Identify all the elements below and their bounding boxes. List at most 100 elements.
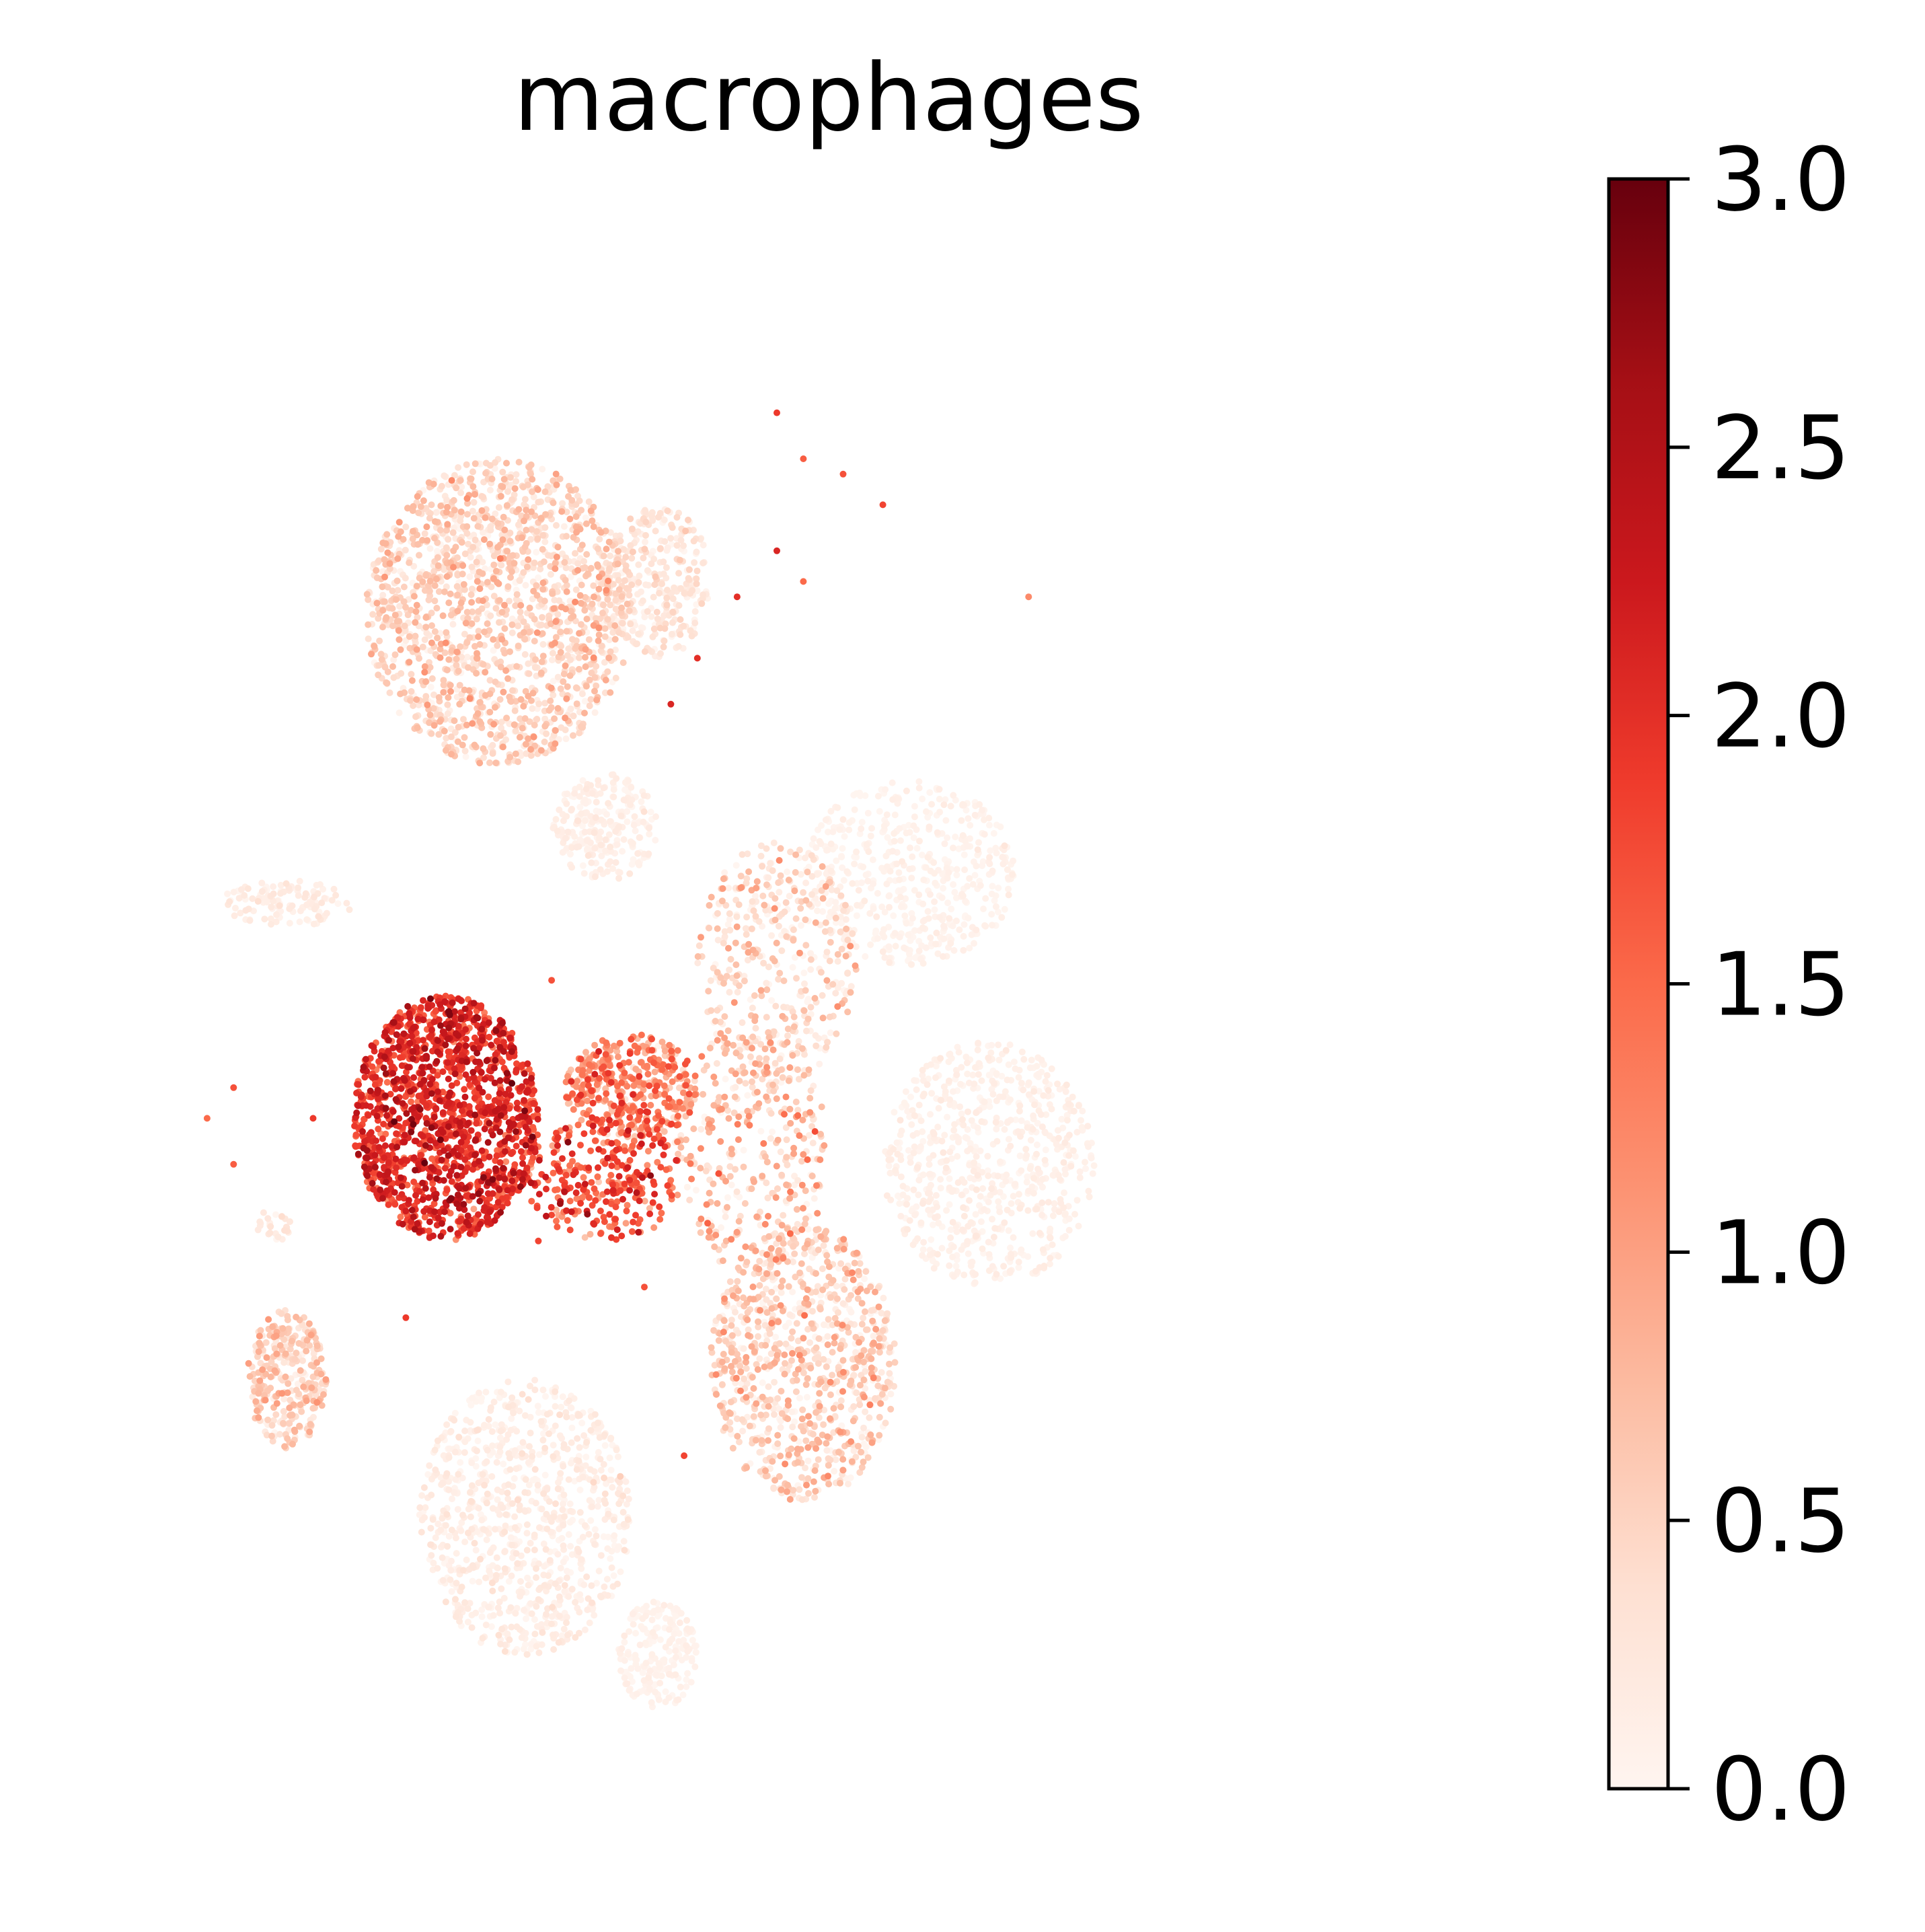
scatter-point bbox=[558, 1403, 565, 1411]
scatter-point bbox=[508, 1572, 515, 1580]
scatter-point bbox=[552, 1403, 559, 1410]
scatter-point bbox=[597, 842, 605, 849]
scatter-point bbox=[1025, 1091, 1032, 1099]
scatter-point bbox=[901, 1099, 908, 1107]
scatter-point bbox=[461, 550, 469, 558]
scatter-point bbox=[578, 1565, 585, 1572]
scatter-point bbox=[995, 1056, 1003, 1064]
scatter-point bbox=[550, 677, 557, 685]
scatter-point bbox=[878, 903, 886, 911]
scatter-point bbox=[627, 801, 634, 809]
scatter-point bbox=[591, 873, 599, 881]
scatter-point bbox=[926, 891, 934, 898]
scatter-point bbox=[634, 1665, 642, 1672]
scatter-point bbox=[439, 1479, 446, 1487]
scatter-point bbox=[232, 905, 239, 912]
scatter-point bbox=[1025, 1187, 1032, 1195]
scatter-point bbox=[975, 1071, 982, 1078]
scatter-point bbox=[947, 803, 954, 810]
scatter-point bbox=[963, 1060, 971, 1066]
scatter-point bbox=[469, 544, 477, 551]
scatter-point bbox=[619, 620, 626, 627]
scatter-point bbox=[311, 893, 317, 901]
scatter-point bbox=[499, 1504, 506, 1512]
scatter-point bbox=[932, 1214, 939, 1221]
scatter-point bbox=[796, 1300, 803, 1307]
scatter-point bbox=[693, 548, 700, 556]
scatter-point bbox=[1017, 1133, 1024, 1140]
scatter-point bbox=[940, 801, 948, 809]
scatter-point bbox=[667, 535, 675, 542]
scatter-point bbox=[1005, 891, 1012, 899]
scatter-point bbox=[1010, 857, 1017, 864]
scatter-point bbox=[476, 1578, 483, 1586]
scatter-point bbox=[560, 1542, 567, 1549]
scatter-point bbox=[975, 1039, 982, 1047]
scatter-point bbox=[926, 789, 934, 796]
scatter-point bbox=[1026, 1165, 1034, 1173]
scatter-point bbox=[767, 1135, 774, 1142]
scatter-point bbox=[936, 809, 944, 816]
scatter-point bbox=[949, 1253, 956, 1261]
scatter-point bbox=[849, 880, 856, 887]
scatter-point bbox=[444, 701, 451, 708]
scatter-point bbox=[928, 801, 936, 808]
scatter-point bbox=[439, 1515, 446, 1522]
scatter-point bbox=[620, 836, 628, 843]
scatter-point bbox=[898, 1127, 905, 1135]
scatter-point bbox=[911, 927, 918, 934]
scatter-point bbox=[823, 847, 830, 854]
scatter-point bbox=[457, 517, 464, 525]
scatter-point bbox=[893, 1139, 901, 1146]
scatter-point bbox=[566, 1500, 574, 1508]
scatter-point bbox=[923, 944, 930, 951]
scatter-point bbox=[586, 1497, 593, 1504]
scatter-point bbox=[541, 1471, 549, 1479]
scatter-point bbox=[721, 928, 728, 935]
scatter-point bbox=[994, 908, 1002, 916]
scatter-point bbox=[768, 997, 776, 1004]
scatter-point bbox=[260, 1209, 267, 1216]
scatter-point bbox=[987, 1049, 995, 1056]
scatter-point bbox=[612, 597, 619, 604]
scatter-point bbox=[604, 1545, 611, 1553]
scatter-point bbox=[683, 1683, 690, 1690]
scatter-point bbox=[872, 930, 879, 937]
scatter-point bbox=[563, 800, 570, 807]
scatter-point bbox=[597, 1456, 604, 1463]
scatter-point bbox=[1029, 1230, 1036, 1237]
scatter-point bbox=[427, 1541, 435, 1549]
scatter-point bbox=[614, 1580, 621, 1588]
scatter-point bbox=[437, 1526, 445, 1534]
scatter-point bbox=[566, 597, 574, 605]
scatter-point bbox=[735, 901, 743, 908]
scatter-point bbox=[973, 1153, 980, 1160]
scatter-point bbox=[494, 1486, 501, 1493]
scatter-point bbox=[832, 899, 839, 906]
scatter-point bbox=[823, 1043, 830, 1051]
scatter-point bbox=[803, 1394, 810, 1401]
scatter-point bbox=[457, 489, 465, 496]
scatter-point bbox=[653, 608, 660, 616]
scatter-point bbox=[917, 1219, 925, 1226]
scatter-point bbox=[488, 1473, 496, 1480]
scatter-point bbox=[919, 924, 926, 932]
scatter-point bbox=[992, 903, 999, 910]
scatter-point bbox=[634, 850, 642, 857]
scatter-point bbox=[525, 1582, 532, 1589]
scatter-point bbox=[1034, 1119, 1041, 1127]
scatter-point bbox=[621, 1657, 628, 1664]
scatter-point bbox=[675, 602, 683, 609]
scatter-point bbox=[817, 1292, 825, 1299]
scatter-point bbox=[517, 752, 525, 759]
scatter-point bbox=[1000, 1263, 1008, 1270]
scatter-point bbox=[396, 603, 403, 610]
scatter-point bbox=[891, 1109, 898, 1116]
scatter-point bbox=[533, 1574, 539, 1582]
scatter-point bbox=[675, 1630, 683, 1637]
scatter-point bbox=[562, 735, 570, 743]
scatter-point bbox=[789, 1288, 796, 1296]
scatter-point bbox=[481, 1421, 488, 1429]
scatter-point bbox=[556, 1593, 563, 1600]
scatter-point bbox=[589, 790, 596, 797]
